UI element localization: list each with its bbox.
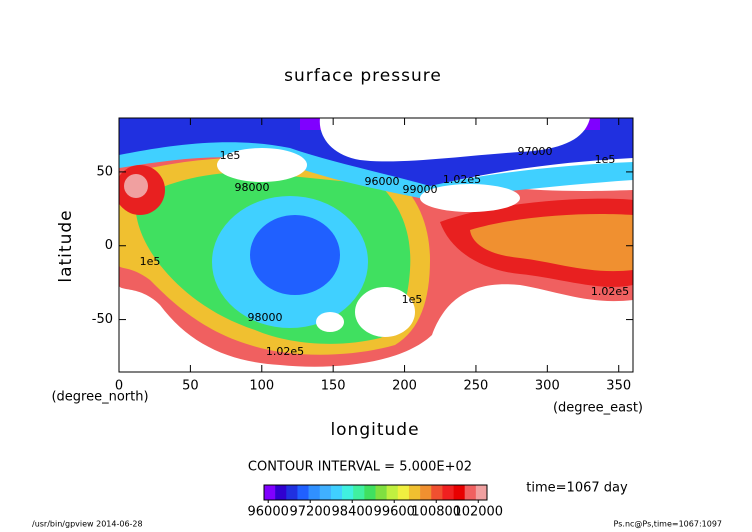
time-label: time=1067 day (526, 481, 628, 496)
contour-label: 1.02e5 (266, 345, 304, 358)
colorbar-cell (342, 485, 354, 500)
colorbar-cell (375, 485, 387, 500)
chart-title: surface pressure (284, 66, 442, 86)
contour-label: 97000 (518, 145, 553, 158)
y-tick-label: 50 (96, 164, 113, 179)
y-tick-label: -50 (92, 312, 113, 327)
contour-label: 1e5 (595, 153, 616, 166)
colorbar-cell (264, 485, 276, 500)
colorbar-cell (464, 485, 477, 500)
colorbar-cell (353, 485, 365, 500)
contour-label: 1e5 (140, 255, 161, 268)
colorbar-cell (420, 485, 432, 500)
colorbar-tick-label: 96000 (248, 505, 289, 520)
colorbar-tick-label: 98400 (332, 505, 373, 520)
colorbar-cell (308, 485, 321, 500)
colorbar-cell (431, 485, 443, 500)
contour-label: 98000 (248, 311, 283, 324)
contour-label: 1.02e5 (443, 173, 481, 186)
footer-left: /usr/bin/gpview 2014-06-28 (32, 520, 143, 529)
contour-interval: CONTOUR INTERVAL = 5.000E+02 (248, 460, 472, 475)
x-tick-label: 250 (464, 379, 489, 394)
contour-label: 99000 (403, 183, 438, 196)
contour-label: 98000 (235, 181, 270, 194)
contour-field (119, 118, 633, 372)
colorbar-cell (453, 485, 465, 500)
colorbar-tick-label: 97200 (290, 505, 331, 520)
footer-right: Ps.nc@Ps,time=1067:1097 (614, 520, 722, 529)
colorbar-tick-label: 99600 (374, 505, 415, 520)
x-tick-label: 300 (535, 379, 560, 394)
colorbar-cell (297, 485, 309, 500)
colorbar-cell (475, 485, 488, 500)
contour-label: 96000 (365, 175, 400, 188)
plot-frame (118, 117, 634, 373)
contour-label: 1e5 (402, 293, 423, 306)
x-tick-label: 200 (392, 379, 417, 394)
x-unit: (degree_east) (553, 401, 643, 416)
colorbar-tick-label: 102000 (453, 505, 503, 520)
colorbar-cell (386, 485, 399, 500)
y-unit: (degree_north) (51, 390, 148, 405)
y-tick-label: 0 (105, 238, 113, 253)
x-tick-label: 50 (182, 379, 199, 394)
colorbar-tick-label: 100800 (411, 505, 461, 520)
colorbar-cell (408, 485, 421, 500)
colorbar-cell (319, 485, 332, 500)
x-tick-label: 350 (606, 379, 631, 394)
x-tick-label: 100 (249, 379, 274, 394)
x-tick-label: 150 (321, 379, 346, 394)
contour-label: 1.02e5 (591, 285, 629, 298)
colorbar-cell (442, 485, 454, 500)
colorbar-cell (275, 485, 287, 500)
y-axis-label: latitude (56, 209, 76, 282)
colorbar-cell (364, 485, 376, 500)
x-tick-label: 0 (115, 379, 123, 394)
contour-label: 1e5 (220, 149, 241, 162)
colorbar-cell (397, 485, 410, 500)
x-axis-label: longitude (330, 420, 419, 440)
colorbar-cell (330, 485, 343, 500)
colorbar-frame (263, 484, 488, 501)
colorbar-cell (286, 485, 298, 500)
